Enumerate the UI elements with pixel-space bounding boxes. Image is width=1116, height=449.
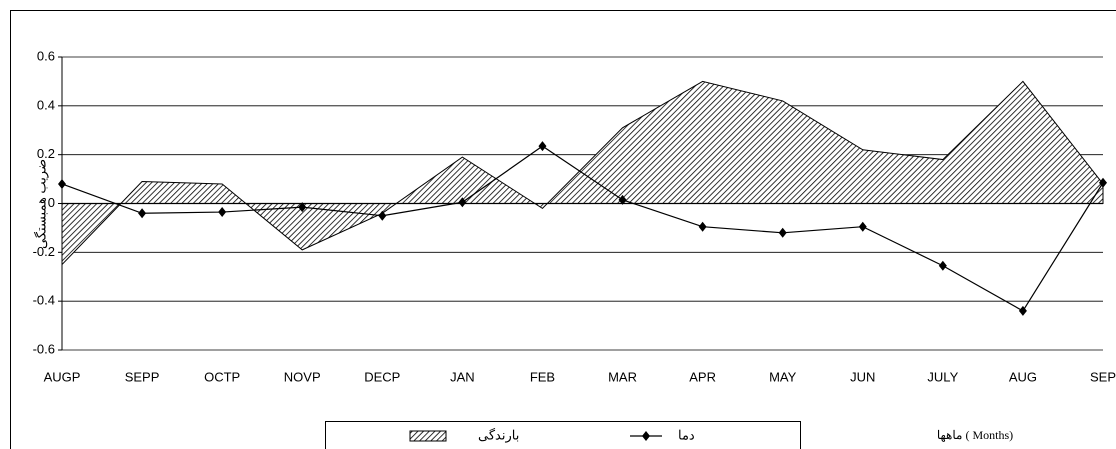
marker xyxy=(938,260,947,271)
legend-marker xyxy=(642,431,650,441)
legend xyxy=(325,421,801,449)
y-tick-label: -0.4 xyxy=(33,293,55,308)
marker xyxy=(58,178,66,189)
y-tick-label: -0.2 xyxy=(33,244,55,259)
marker xyxy=(378,210,387,221)
x-tick-label: FEB xyxy=(530,369,555,384)
marker xyxy=(538,141,547,152)
marker xyxy=(218,207,227,218)
y-tick-label: 0.4 xyxy=(37,97,55,112)
x-tick-label: SEPP xyxy=(125,369,160,384)
y-tick-label: 0.6 xyxy=(37,48,55,63)
line xyxy=(61,145,1104,312)
marker xyxy=(778,227,787,238)
x-tick-label: MAR xyxy=(608,369,637,384)
marker xyxy=(858,221,867,232)
x-axis-label: ماهها ( Months) xyxy=(937,428,1013,442)
legend-swatch xyxy=(409,430,447,442)
marker xyxy=(1018,305,1027,316)
marker xyxy=(298,202,307,213)
x-tick-label: JAN xyxy=(450,369,475,384)
frame xyxy=(10,10,1116,449)
legend-label: دما xyxy=(678,427,695,442)
x-tick-label: NOVP xyxy=(284,369,321,384)
y-tick-label: 0.2 xyxy=(37,146,55,161)
legend-label: بارندگی xyxy=(478,427,519,443)
x-tick-label: DECP xyxy=(364,369,400,384)
x-tick-label: OCTP xyxy=(204,369,240,384)
marker xyxy=(698,221,707,232)
x-tick-label: AUG xyxy=(1009,369,1037,384)
x-tick-label: AUGP xyxy=(44,369,81,384)
x-tick-label: MAY xyxy=(769,369,797,384)
marker xyxy=(138,208,147,219)
x-tick-label: APR xyxy=(689,369,716,384)
y-tick-label: -0.6 xyxy=(33,341,55,356)
marker xyxy=(1099,177,1107,188)
marker xyxy=(618,194,627,205)
x-tick-label: SEP xyxy=(1090,369,1116,384)
y-tick-label: 0 xyxy=(48,195,55,210)
marker xyxy=(458,197,467,208)
x-tick-label: JULY xyxy=(927,369,958,384)
x-tick-label: JUN xyxy=(850,369,875,384)
y-axis-label: ضریب همبستگی xyxy=(33,159,49,249)
